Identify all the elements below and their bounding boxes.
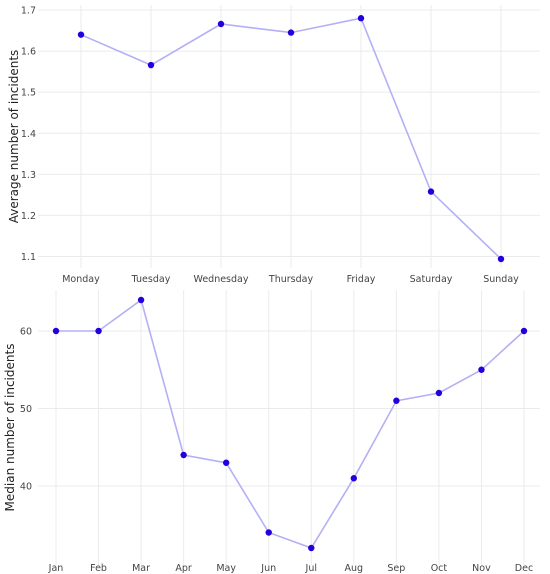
x-tick-label: Sunday xyxy=(483,274,519,285)
data-point xyxy=(180,451,187,459)
data-point xyxy=(52,327,60,335)
series-line xyxy=(56,298,525,549)
y-tick-label: 40 xyxy=(20,482,32,493)
y-tick-label: 1.7 xyxy=(21,6,36,17)
y-axis-title: Average number of incidents xyxy=(7,50,21,224)
x-tick-label: Jul xyxy=(305,563,317,574)
data-point xyxy=(265,529,272,536)
y-tick-label: 1.5 xyxy=(21,88,36,99)
x-tick-label: Aug xyxy=(345,563,364,574)
x-tick-label: Jun xyxy=(260,563,276,574)
x-tick-label: Mar xyxy=(132,563,150,574)
x-tick-label: Feb xyxy=(90,563,107,574)
x-tick-label: Oct xyxy=(431,563,448,574)
data-point xyxy=(478,366,485,373)
data-point xyxy=(147,61,155,69)
data-point xyxy=(308,544,315,552)
x-tick-label: Friday xyxy=(347,274,376,285)
x-tick-label: Saturday xyxy=(410,274,453,285)
y-tick-label: 1.4 xyxy=(21,129,36,140)
data-point xyxy=(217,20,225,28)
chart-1: 1.1 1.2 1.3 1.4 1.5 1.6 1.7 Monday Tuesday Wednes… xyxy=(7,5,540,285)
y-tick-label: 60 xyxy=(20,327,32,338)
data-point xyxy=(393,397,400,404)
x-tick-label: Thursday xyxy=(268,274,314,285)
x-tick-label: Nov xyxy=(472,563,491,574)
data-point xyxy=(357,15,365,22)
data-point xyxy=(350,475,358,482)
data-point xyxy=(520,327,528,335)
data-point xyxy=(95,327,102,335)
x-tick-label: Sep xyxy=(387,563,405,574)
x-tick-label: Wednesday xyxy=(193,274,248,285)
y-tick-label: 1.6 xyxy=(21,47,36,58)
data-point xyxy=(427,188,435,195)
x-tick-label: Apr xyxy=(175,563,192,574)
x-tick-label: Tuesday xyxy=(131,274,171,285)
y-tick-label: 1.2 xyxy=(21,211,36,222)
y-tick-label: 1.3 xyxy=(21,170,36,181)
x-tick-label: Dec xyxy=(515,563,533,574)
data-point xyxy=(497,255,505,263)
y-axis-title: Median number of incidents xyxy=(3,344,17,512)
x-tick-label: Jan xyxy=(48,563,64,574)
data-point xyxy=(435,389,443,397)
y-tick-label: 1.1 xyxy=(21,252,36,263)
x-tick-label: May xyxy=(216,563,236,574)
x-tick-label: Monday xyxy=(62,274,100,285)
y-tick-label: 50 xyxy=(20,404,32,415)
data-point xyxy=(222,459,230,466)
data-point xyxy=(77,31,85,38)
chart-2: 40 50 60 Jan Feb Mar Apr May Jun Jul Aug Sep Oct Nov D… xyxy=(3,290,540,574)
data-point xyxy=(137,296,145,304)
data-point xyxy=(287,29,295,36)
